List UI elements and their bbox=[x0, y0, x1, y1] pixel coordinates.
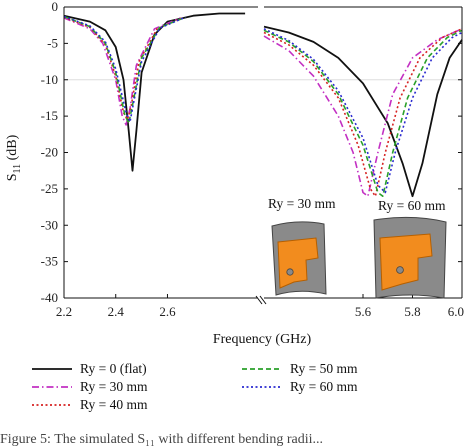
y-axis-title-main: S bbox=[5, 174, 20, 182]
legend-item: Ry = 60 mm bbox=[242, 378, 357, 396]
series-line-2-seg1 bbox=[63, 17, 181, 126]
legend-label: Ry = 30 mm bbox=[80, 379, 148, 394]
legend-label: Ry = 0 (flat) bbox=[80, 361, 147, 376]
axis-break-marks bbox=[255, 295, 267, 305]
series-line-4-seg2 bbox=[263, 29, 463, 197]
series-line-5-seg2 bbox=[263, 28, 463, 194]
y-tick-label: -35 bbox=[41, 254, 58, 269]
x-tick-label: 2.4 bbox=[108, 304, 125, 319]
x-axis-title: Frequency (GHz) bbox=[213, 332, 312, 347]
x-tick-label: 2.6 bbox=[159, 304, 176, 319]
legend-label: Ry = 50 mm bbox=[290, 361, 358, 376]
legend-label: Ry = 60 mm bbox=[290, 379, 358, 394]
y-tick-label: 0 bbox=[52, 0, 59, 14]
legend-label: Ry = 40 mm bbox=[80, 397, 148, 412]
figure-caption: Figure 5: The simulated S₁₁ with differe… bbox=[0, 432, 324, 447]
series-line-2-seg2 bbox=[263, 28, 463, 197]
legend: Ry = 0 (flat) Ry = 30 mm Ry = 40 mm Ry = 50… bbox=[32, 360, 452, 420]
x-tick-label: 5.6 bbox=[355, 304, 372, 319]
y-tick-label: -25 bbox=[41, 181, 58, 196]
y-tick-label: -20 bbox=[41, 145, 58, 160]
series-line-1-seg2 bbox=[263, 25, 463, 198]
legend-swatch bbox=[32, 368, 72, 370]
tick-labels: 0 -5 -10 -15 -20 -25 -30 -35 -402.2 2.4 2.6 5.6 5.8 6… bbox=[41, 0, 464, 319]
series-line-1-seg1 bbox=[63, 12, 246, 172]
y-tick-label: -10 bbox=[41, 72, 58, 87]
series-line-3-seg1 bbox=[63, 16, 184, 121]
tick-marks bbox=[63, 6, 463, 299]
series-line-4-seg1 bbox=[63, 15, 186, 125]
y-axis-title-unit: (dB) bbox=[5, 134, 20, 164]
legend-item: Ry = 30 mm bbox=[32, 378, 147, 396]
legend-swatch bbox=[242, 368, 282, 370]
s11-chart: 0 -5 -10 -15 -20 -25 -30 -35 -402.2 2.4 2.6 5.6 5.8 6… bbox=[5, 0, 464, 347]
y-tick-label: -15 bbox=[41, 108, 58, 123]
y-tick-label: -40 bbox=[41, 290, 58, 305]
antenna-illustration-ry30 bbox=[271, 221, 327, 296]
x-tick-label: 2.2 bbox=[56, 304, 72, 319]
series-lines bbox=[63, 12, 463, 198]
y-tick-label: -30 bbox=[41, 217, 58, 232]
legend-swatch bbox=[32, 386, 72, 388]
antenna-illustration-ry60 bbox=[373, 216, 447, 299]
y-tick-label: -5 bbox=[47, 35, 58, 50]
y-axis-title: S11 (dB) bbox=[5, 134, 23, 181]
legend-swatch bbox=[242, 386, 282, 388]
y-axis-title-sub: 11 bbox=[12, 164, 23, 174]
x-tick-label: 6.0 bbox=[448, 304, 464, 319]
x-tick-label: 5.8 bbox=[404, 304, 420, 319]
annotation-ry60: Ry = 60 mm bbox=[378, 198, 446, 213]
series-line-3-seg2 bbox=[263, 28, 463, 197]
legend-swatch bbox=[32, 404, 72, 406]
series-line-5-seg1 bbox=[63, 15, 186, 123]
legend-item: Ry = 50 mm bbox=[242, 360, 357, 378]
annotation-ry30: Ry = 30 mm bbox=[268, 196, 336, 211]
legend-item: Ry = 0 (flat) bbox=[32, 360, 147, 378]
legend-item: Ry = 40 mm bbox=[32, 396, 147, 414]
